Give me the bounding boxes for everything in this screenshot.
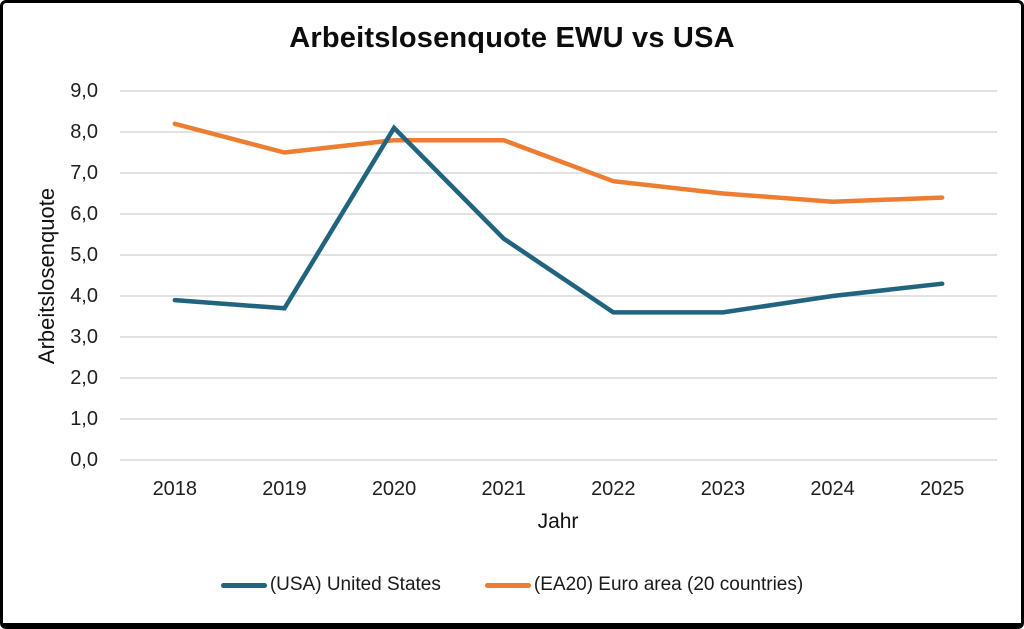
x-tick-label: 2024: [810, 478, 855, 500]
legend-item-usa: (USA) United States: [220, 574, 441, 596]
x-tick-label: 2021: [481, 478, 526, 500]
x-tick-label: 2019: [262, 478, 307, 500]
y-tick-label: 6,0: [70, 203, 98, 225]
series-line--usa-united-states: [172, 124, 945, 315]
x-tick-label: 2020: [371, 478, 417, 500]
x-tick-label: 2018: [152, 478, 198, 500]
y-tick-label: 5,0: [70, 244, 98, 266]
legend-item-ea20: (EA20) Euro area (20 countries): [484, 574, 804, 596]
legend-line-swatch-usa: [220, 582, 267, 588]
chart-title: Arbeitslosenquote EWU vs USA: [289, 22, 735, 54]
legend: (USA) United States (EA20) Euro area (20…: [0, 574, 1024, 596]
legend-line-swatch-ea20: [484, 582, 531, 588]
y-tick-label: 2,0: [70, 367, 98, 389]
y-tick-label: 8,0: [70, 121, 98, 143]
legend-label-usa: (USA) United States: [269, 574, 441, 595]
x-tick-label: 2025: [919, 478, 965, 500]
y-tick-label: 7,0: [70, 162, 98, 184]
x-axis-title: Jahr: [537, 510, 579, 533]
series-line--ea20-euro-area-20-countries-: [172, 121, 945, 204]
y-tick-label: 1,0: [70, 408, 98, 430]
legend-label-ea20: (EA20) Euro area (20 countries): [533, 574, 804, 595]
y-axis-title: Arbeitslosenquote: [34, 187, 59, 365]
y-tick-label: 9,0: [70, 80, 98, 102]
y-tick-label: 3,0: [70, 326, 98, 348]
x-tick-label: 2022: [591, 478, 636, 500]
x-tick-label: 2023: [700, 478, 746, 500]
y-tick-label: 0,0: [70, 449, 98, 471]
y-tick-label: 4,0: [70, 285, 98, 307]
